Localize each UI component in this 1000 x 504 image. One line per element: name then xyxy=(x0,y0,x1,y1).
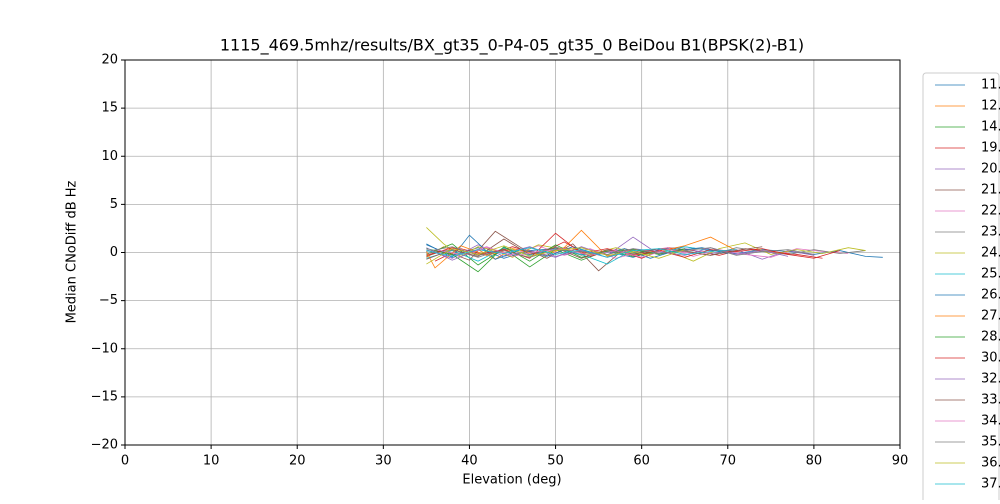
x-tick-label: 70 xyxy=(720,454,737,469)
data-line xyxy=(426,229,737,269)
x-tick-label: 90 xyxy=(892,454,909,469)
x-tick-label: 40 xyxy=(461,454,478,469)
y-tick-label: 0 xyxy=(110,245,118,260)
legend-label: 37.0 xyxy=(981,477,1000,492)
data-line xyxy=(426,244,685,273)
chart-title: 1115_469.5mhz/results/BX_gt35_0-P4-05_gt… xyxy=(220,36,804,56)
legend-label: 23.0 xyxy=(981,225,1000,240)
legend-label: 14.0 xyxy=(981,120,1000,135)
legend-label: 25.0 xyxy=(981,267,1000,282)
legend-label: 12.0 xyxy=(981,99,1000,114)
plot-frame xyxy=(124,59,901,446)
y-tick-label: −5 xyxy=(99,293,118,308)
legend-label: 35.0 xyxy=(981,435,1000,450)
y-tick-label: −10 xyxy=(91,341,118,356)
legend-label: 33.0 xyxy=(981,393,1000,408)
legend-label: 26.0 xyxy=(981,288,1000,303)
y-axis-label: Median CNoDiff dB Hz xyxy=(65,180,80,323)
x-tick-label: 80 xyxy=(806,454,823,469)
legend: 11.0 12.0 14.0 19.0 20.0 21.0 22.0 23.0 24.0 25.0… xyxy=(922,72,1000,504)
legend-label: 24.0 xyxy=(981,246,1000,261)
y-tick-label: −15 xyxy=(91,389,118,404)
y-tick-label: 15 xyxy=(101,101,118,116)
legend-label: 22.0 xyxy=(981,204,1000,219)
legend-box xyxy=(922,72,1000,504)
x-tick-label: 30 xyxy=(375,454,392,469)
legend-label: 20.0 xyxy=(981,162,1000,177)
legend-label: 32.0 xyxy=(981,372,1000,387)
x-tick-label: 60 xyxy=(633,454,650,469)
legend-label: 27.0 xyxy=(981,309,1000,324)
y-tick-label: 5 xyxy=(110,197,118,212)
x-axis-label: Elevation (deg) xyxy=(462,473,561,488)
legend-label: 21.0 xyxy=(981,183,1000,198)
legend-label: 11.0 xyxy=(981,78,1000,93)
data-line xyxy=(426,238,763,260)
legend-label: 36.0 xyxy=(981,456,1000,471)
x-tick-label: 0 xyxy=(121,454,129,469)
legend-label: 28.0 xyxy=(981,330,1000,345)
x-tick-label: 10 xyxy=(203,454,220,469)
legend-label: 19.0 xyxy=(981,141,1000,156)
data-line xyxy=(426,245,685,265)
y-tick-label: −20 xyxy=(91,438,118,453)
data-line xyxy=(426,247,737,258)
y-tick-label: 20 xyxy=(101,53,118,68)
data-line xyxy=(426,236,814,260)
legend-label: 30.0 xyxy=(981,351,1000,366)
x-tick-label: 20 xyxy=(289,454,306,469)
legend-label: 34.0 xyxy=(981,414,1000,429)
x-tick-label: 50 xyxy=(547,454,564,469)
data-line xyxy=(426,246,814,258)
y-tick-label: 10 xyxy=(101,149,118,164)
